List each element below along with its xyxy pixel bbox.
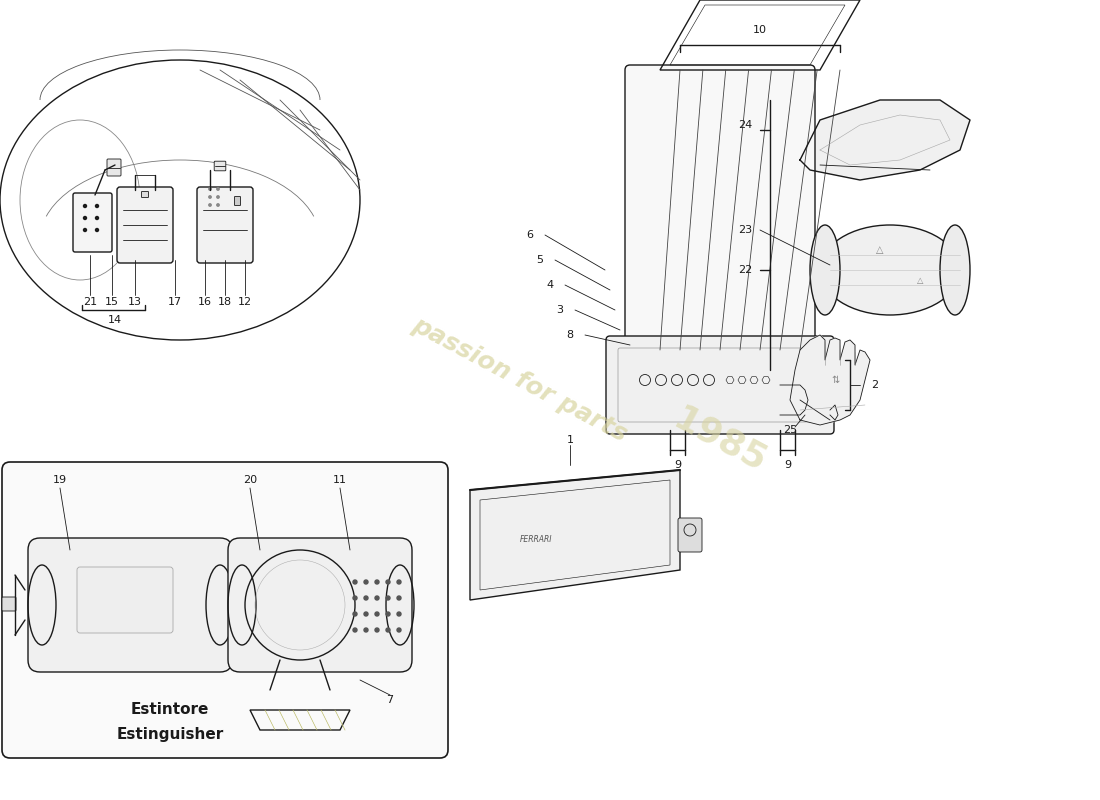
Text: 15: 15 bbox=[104, 297, 119, 307]
FancyBboxPatch shape bbox=[234, 197, 241, 206]
Text: 8: 8 bbox=[566, 330, 573, 340]
Text: 10: 10 bbox=[754, 25, 767, 35]
Circle shape bbox=[84, 205, 87, 207]
Text: 12: 12 bbox=[238, 297, 252, 307]
Text: FERRARI: FERRARI bbox=[520, 535, 552, 545]
Text: 25: 25 bbox=[783, 425, 798, 435]
FancyBboxPatch shape bbox=[197, 187, 253, 263]
Circle shape bbox=[209, 204, 211, 206]
Text: 16: 16 bbox=[198, 297, 212, 307]
Ellipse shape bbox=[820, 225, 960, 315]
Circle shape bbox=[84, 217, 87, 219]
Circle shape bbox=[353, 596, 358, 600]
Text: 9: 9 bbox=[674, 460, 682, 470]
Circle shape bbox=[375, 580, 379, 584]
FancyBboxPatch shape bbox=[2, 462, 448, 758]
Circle shape bbox=[96, 205, 99, 207]
Text: 22: 22 bbox=[738, 265, 752, 275]
Ellipse shape bbox=[810, 225, 840, 315]
Text: passion for parts: passion for parts bbox=[408, 313, 631, 447]
Text: 4: 4 bbox=[547, 280, 553, 290]
Text: 21: 21 bbox=[82, 297, 97, 307]
FancyBboxPatch shape bbox=[28, 538, 232, 672]
FancyBboxPatch shape bbox=[678, 518, 702, 552]
Text: 17: 17 bbox=[168, 297, 183, 307]
FancyBboxPatch shape bbox=[618, 348, 822, 422]
Circle shape bbox=[353, 628, 358, 632]
FancyBboxPatch shape bbox=[117, 187, 173, 263]
Circle shape bbox=[364, 612, 368, 616]
Circle shape bbox=[375, 596, 379, 600]
Circle shape bbox=[397, 580, 401, 584]
Polygon shape bbox=[470, 470, 680, 600]
Circle shape bbox=[386, 628, 390, 632]
Text: 20: 20 bbox=[243, 475, 257, 485]
FancyBboxPatch shape bbox=[606, 336, 834, 434]
Text: 23: 23 bbox=[738, 225, 752, 235]
Circle shape bbox=[353, 580, 358, 584]
Text: △: △ bbox=[877, 245, 883, 255]
Polygon shape bbox=[800, 100, 970, 180]
Circle shape bbox=[375, 628, 379, 632]
FancyBboxPatch shape bbox=[77, 567, 173, 633]
Text: 7: 7 bbox=[386, 695, 394, 705]
Text: 2: 2 bbox=[871, 380, 879, 390]
Text: 1: 1 bbox=[566, 435, 573, 445]
Text: 24: 24 bbox=[738, 120, 752, 130]
Circle shape bbox=[209, 196, 211, 198]
Circle shape bbox=[397, 596, 401, 600]
Text: Estinguisher: Estinguisher bbox=[117, 727, 223, 742]
Circle shape bbox=[386, 596, 390, 600]
FancyBboxPatch shape bbox=[625, 65, 815, 355]
Circle shape bbox=[96, 229, 99, 231]
Circle shape bbox=[364, 580, 368, 584]
Text: ⇅: ⇅ bbox=[830, 375, 839, 385]
FancyBboxPatch shape bbox=[214, 161, 225, 170]
Circle shape bbox=[364, 628, 368, 632]
Text: △: △ bbox=[916, 275, 923, 285]
FancyBboxPatch shape bbox=[107, 159, 121, 176]
Text: 13: 13 bbox=[128, 297, 142, 307]
Circle shape bbox=[209, 188, 211, 190]
Text: 3: 3 bbox=[557, 305, 563, 315]
FancyBboxPatch shape bbox=[2, 597, 16, 611]
Ellipse shape bbox=[940, 225, 970, 315]
Circle shape bbox=[217, 188, 219, 190]
Text: 5: 5 bbox=[537, 255, 543, 265]
Circle shape bbox=[386, 612, 390, 616]
Polygon shape bbox=[790, 335, 870, 425]
FancyBboxPatch shape bbox=[142, 191, 148, 198]
Circle shape bbox=[96, 217, 99, 219]
Text: 1985: 1985 bbox=[668, 402, 772, 478]
Circle shape bbox=[217, 196, 219, 198]
Circle shape bbox=[397, 612, 401, 616]
Circle shape bbox=[364, 596, 368, 600]
Circle shape bbox=[217, 204, 219, 206]
Circle shape bbox=[353, 612, 358, 616]
Circle shape bbox=[84, 229, 87, 231]
Text: 18: 18 bbox=[218, 297, 232, 307]
FancyBboxPatch shape bbox=[228, 538, 412, 672]
Text: Estintore: Estintore bbox=[131, 702, 209, 718]
Text: 9: 9 bbox=[784, 460, 792, 470]
Text: 19: 19 bbox=[53, 475, 67, 485]
FancyBboxPatch shape bbox=[73, 193, 112, 252]
Text: 14: 14 bbox=[108, 315, 122, 325]
Text: 6: 6 bbox=[527, 230, 534, 240]
Circle shape bbox=[375, 612, 379, 616]
Circle shape bbox=[397, 628, 401, 632]
Text: 11: 11 bbox=[333, 475, 346, 485]
Circle shape bbox=[386, 580, 390, 584]
